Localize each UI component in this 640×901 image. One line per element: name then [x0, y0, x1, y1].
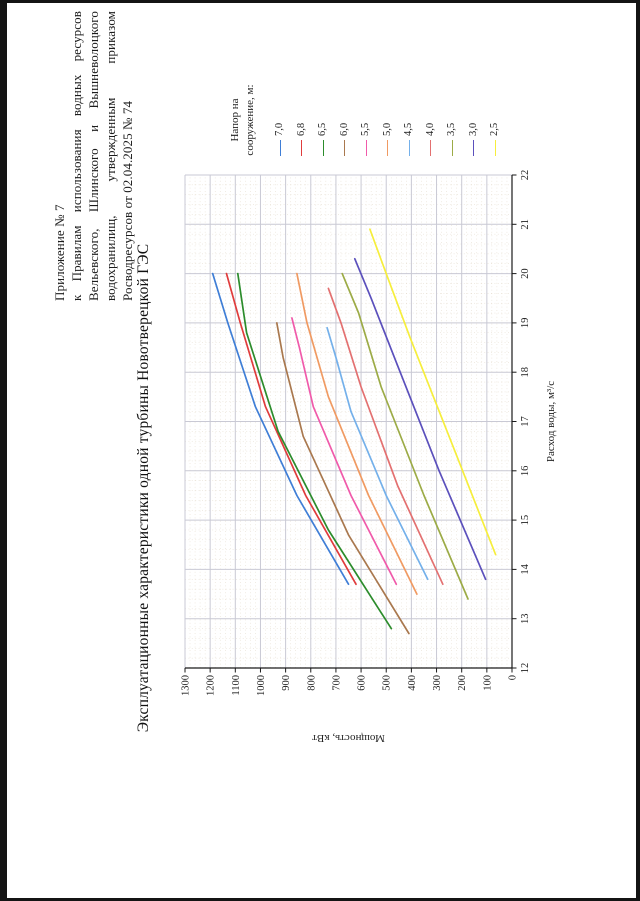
chart-legend: Напор на сооружение, м: 7,0 6,8 6,5 6,0 5,5 5…	[228, 60, 506, 180]
y-tick-label: 400	[407, 675, 418, 691]
legend-color-dash	[279, 140, 281, 156]
legend-item: 6,0	[334, 60, 356, 156]
legend-item-label: 3,0	[467, 122, 479, 136]
x-tick-label: 13	[520, 613, 531, 624]
header-line: Вельевского, Шлинского и Вышневолоцкого	[85, 11, 101, 301]
legend-item: 5,5	[356, 60, 378, 156]
legend-item: 7,0	[270, 60, 292, 156]
x-axis-title: Расход воды, м³/с	[545, 381, 557, 462]
scanned-page: Приложение № 7 к Правилам использования …	[7, 3, 636, 898]
rotated-landscape-content: Приложение № 7 к Правилам использования …	[7, 3, 636, 898]
y-tick-label: 900	[281, 675, 292, 691]
x-tick-label: 20	[520, 268, 531, 279]
legend-item-label: 6,5	[317, 122, 329, 136]
y-axis-title: Мощность, кВт	[312, 732, 385, 744]
legend-color-dash	[387, 140, 389, 156]
legend-item-label: 6,8	[295, 122, 307, 136]
legend-color-dash	[451, 140, 453, 156]
legend-color-dash	[365, 140, 367, 156]
legend-item: 6,8	[291, 60, 313, 156]
legend-item: 4,0	[420, 60, 442, 156]
series-line-head-5-5	[291, 317, 398, 586]
y-tick-label: 600	[357, 675, 368, 691]
x-tick-label: 14	[520, 563, 531, 574]
legend-item: 3,5	[442, 60, 464, 156]
y-tick-label: 1300	[181, 675, 192, 696]
x-tick-label: 21	[520, 219, 531, 230]
series-line-head-7-0	[211, 272, 350, 586]
y-tick-label: 100	[482, 675, 493, 691]
series-line-head-5-0	[296, 272, 418, 595]
series-line-head-6-5	[236, 272, 393, 630]
y-tick-label: 200	[457, 675, 468, 691]
legend-item: 2,5	[485, 60, 507, 156]
legend-color-dash	[494, 140, 496, 156]
x-tick-label: 16	[520, 466, 531, 477]
legend-item: 4,5	[399, 60, 421, 156]
legend-item-label: 3,5	[446, 122, 458, 136]
legend-item: 6,5	[313, 60, 335, 156]
y-tick-label: 300	[432, 675, 443, 691]
y-tick-label: 800	[306, 675, 317, 691]
series-line-head-4-0	[327, 287, 444, 586]
header-line: Приложение № 7	[52, 204, 67, 301]
series-line-head-3-5	[341, 272, 469, 600]
series-line-head-4-5	[326, 326, 429, 581]
legend-title: Напор на сооружение, м:	[228, 60, 258, 180]
legend-color-dash	[344, 140, 346, 156]
x-tick-label: 18	[520, 367, 531, 378]
x-tick-label: 17	[520, 416, 531, 427]
x-tick-label: 15	[520, 515, 531, 526]
series-line-head-2-5	[369, 228, 497, 556]
legend-item-label: 7,0	[274, 122, 286, 136]
legend-item: 3,0	[463, 60, 485, 156]
legend-item-label: 4,5	[403, 122, 415, 136]
legend-color-dash	[473, 140, 475, 156]
series-line-head-6-8	[225, 272, 357, 586]
legend-color-dash	[301, 140, 303, 156]
legend-color-dash	[408, 140, 410, 156]
turbine-characteristics-chart: 12 13 14 15 16 17 18 19 20 21 22 0 100 200 300 400 500 60…	[181, 170, 558, 744]
legend-item-label: 6,0	[338, 122, 350, 136]
y-tick-label: 500	[382, 675, 393, 691]
x-tick-label: 22	[520, 170, 531, 181]
legend-item-label: 5,0	[381, 122, 393, 136]
legend-items: 7,0 6,8 6,5 6,0 5,5 5,0 4,5 4,0 3,5 3,0 2,5	[270, 60, 507, 180]
y-tick-label: 700	[331, 675, 342, 691]
legend-color-dash	[322, 140, 324, 156]
legend-title-line: Напор на	[229, 98, 241, 142]
y-tick-label: 1000	[256, 675, 267, 696]
header-line: водохранилищ, утвержденным приказом	[102, 11, 118, 301]
x-tick-label: 19	[520, 318, 531, 329]
legend-item-label: 2,5	[489, 122, 501, 136]
header-line: к Правилам использования водных ресурсов	[68, 11, 84, 301]
legend-item-label: 5,5	[360, 122, 372, 136]
x-tick-label: 12	[520, 663, 531, 674]
series-line-head-3-0	[353, 257, 487, 581]
y-tick-label: 1200	[206, 675, 217, 696]
legend-title-line: сооружение, м:	[243, 84, 256, 156]
legend-item-label: 4,0	[424, 122, 436, 136]
y-tick-label: 0	[508, 675, 519, 680]
series-line-head-6-0	[275, 322, 410, 635]
legend-color-dash	[430, 140, 432, 156]
legend-item: 5,0	[377, 60, 399, 156]
y-tick-label: 1100	[231, 675, 242, 696]
